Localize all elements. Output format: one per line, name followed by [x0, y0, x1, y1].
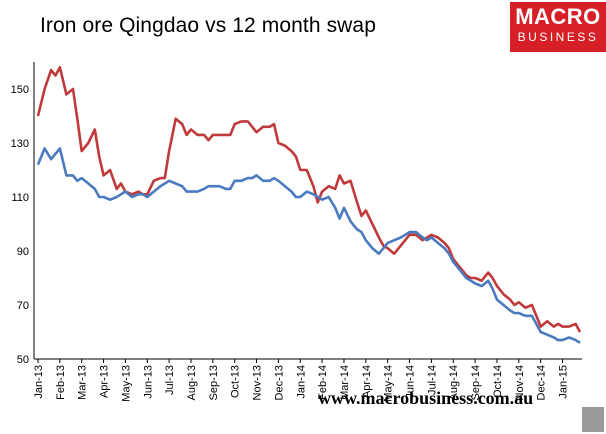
x-tick-label: Oct-13: [230, 365, 242, 398]
x-tick-label: Aug-13: [186, 365, 198, 400]
x-tick-label: May-14: [383, 365, 395, 402]
chart-series: [36, 66, 582, 344]
x-tick-label: Jun-13: [142, 365, 154, 399]
x-tick-label: Mar-14: [339, 365, 351, 400]
y-tick-label: 50: [17, 354, 29, 366]
x-axis-ticks: Jan-13 Feb-13 Mar-13 Apr-13 May-13 Jun-13 Jul-…: [33, 359, 570, 402]
logo-line-1: MACRO: [515, 4, 601, 29]
x-tick-label: Jan-14: [295, 365, 307, 399]
x-tick-label: Dec-14: [536, 365, 548, 400]
x-tick-label: Nov-14: [514, 365, 526, 400]
x-tick-label: Apr-13: [99, 365, 111, 398]
x-tick-label: Jan-13: [33, 365, 45, 399]
x-tick-label: Sep-13: [208, 365, 220, 400]
x-tick-label: Sep-14: [470, 365, 482, 400]
x-tick-label: Feb-13: [55, 365, 67, 400]
macrobusiness-logo: MACRO BUSINESS: [510, 2, 606, 52]
x-tick-label: Jul-14: [426, 365, 438, 395]
footer-url: www.macrobusiness.com.au: [318, 388, 534, 408]
x-tick-label: Feb-14: [317, 365, 329, 400]
y-tick-label: 150: [11, 84, 29, 96]
x-tick-label: Apr-14: [361, 365, 373, 398]
logo-line-2: BUSINESS: [517, 30, 599, 44]
y-tick-label: 110: [11, 192, 29, 204]
chart-axes: [33, 62, 582, 360]
y-tick-label: 90: [17, 246, 29, 258]
y-tick-label: 130: [11, 138, 29, 150]
chart-title: Iron ore Qingdao vs 12 month swap: [40, 14, 376, 37]
x-tick-label: Oct-14: [492, 365, 504, 398]
wolf-logo-icon: [582, 407, 604, 432]
y-tick-label: 70: [17, 300, 29, 312]
x-tick-label: Jun-14: [405, 365, 417, 399]
x-tick-label: Mar-13: [77, 365, 89, 400]
x-tick-label: Jan-15: [558, 365, 570, 399]
x-tick-label: May-13: [120, 365, 132, 402]
x-tick-label: Dec-13: [273, 365, 285, 400]
x-tick-label: Nov-13: [252, 365, 264, 400]
x-tick-label: Aug-14: [448, 365, 460, 400]
y-axis-ticks: 50 70 90 110 130 150: [11, 84, 29, 366]
x-tick-label: Jul-13: [164, 365, 176, 395]
series-line-12-month-swap: [36, 147, 581, 344]
series-line-iron-ore-qingdao: [36, 66, 582, 333]
